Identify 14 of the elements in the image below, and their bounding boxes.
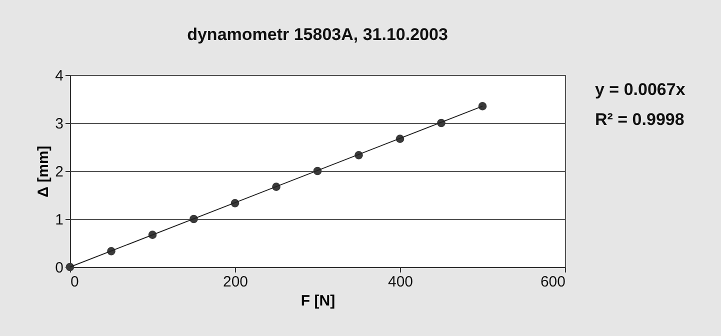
chart-title: dynamometr 15803A, 31.10.2003 bbox=[187, 25, 448, 44]
y-tick-label: 1 bbox=[55, 212, 64, 228]
y-tick-label: 2 bbox=[55, 164, 64, 180]
x-tick-label: 200 bbox=[222, 274, 248, 290]
x-tick-label: 400 bbox=[388, 274, 414, 290]
y-tick-label: 3 bbox=[55, 116, 64, 132]
x-tick-label: 600 bbox=[540, 274, 566, 290]
text: R² = 0.9998 bbox=[595, 110, 684, 129]
text: y = 0.0067x bbox=[595, 80, 686, 99]
y-tick-label: 0 bbox=[55, 260, 64, 276]
x-axis-title: F [N] bbox=[300, 292, 336, 310]
x-tick-label: 0 bbox=[70, 274, 79, 290]
y-axis-title: Δ [mm] bbox=[35, 146, 52, 198]
y-tick-label: 4 bbox=[55, 68, 64, 84]
